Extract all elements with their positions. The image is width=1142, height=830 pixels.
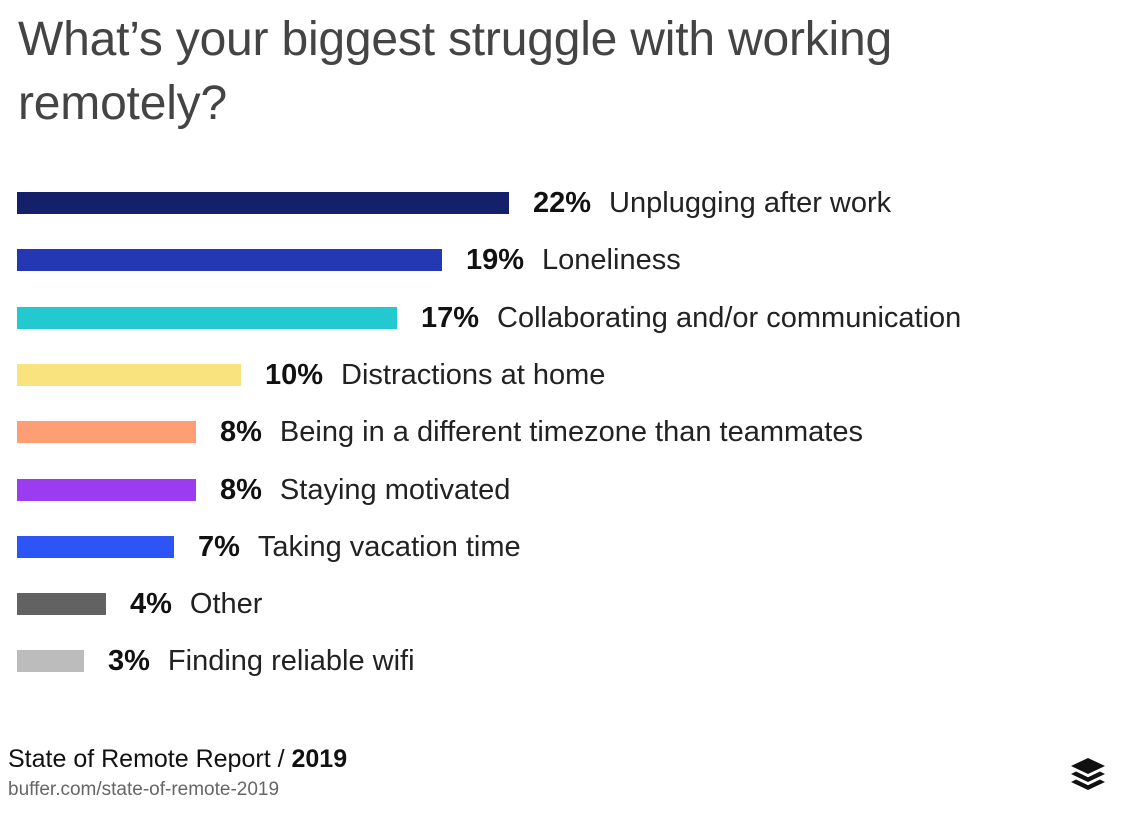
bar-category-label: Taking vacation time [257,531,521,563]
report-source: State of Remote Report / 2019 [8,744,347,774]
bar-4 [17,364,241,386]
report-name: State of Remote Report / [8,745,292,773]
bar-label-5: 8% Being in a different timezone than tea… [220,415,863,449]
bar-category-label: Other [189,588,263,620]
bar-label-6: 8% Staying motivated [220,473,510,507]
bar-2 [17,249,442,271]
bar-value-label: 8% [220,416,262,448]
bar-value-label: 8% [220,474,262,506]
bar-6 [17,479,196,501]
bar-label-4: 10% Distractions at home [265,358,605,392]
bar-label-1: 22% Unplugging after work [533,186,891,220]
bar-value-label: 10% [265,359,324,391]
bar-category-label: Distractions at home [341,359,606,391]
report-year: 2019 [291,745,348,773]
bar-category-label: Unplugging after work [609,187,892,219]
bar-value-label: 3% [108,645,150,677]
chart-title: What’s your biggest struggle with workin… [18,13,892,130]
bar-9 [17,650,84,672]
bar-category-label: Loneliness [542,244,681,276]
bar-label-8: 4% Other [130,587,262,621]
bar-1 [17,192,509,214]
bar-5 [17,421,196,443]
buffer-stack-logo-icon [1071,758,1105,790]
bar-label-7: 7% Taking vacation time [198,530,521,564]
source-url: buffer.com/state-of-remote-2019 [8,779,280,800]
bar-category-label: Collaborating and/or communication [497,302,962,334]
bar-value-label: 17% [421,302,480,334]
bar-value-label: 4% [130,588,172,620]
bar-category-label: Being in a different timezone than teamm… [279,416,863,448]
bar-value-label: 7% [198,531,240,563]
bar-label-2: 19% Loneliness [466,243,681,277]
bar-7 [17,536,174,558]
bar-3 [17,307,397,329]
bar-label-9: 3% Finding reliable wifi [108,644,415,678]
bar-8 [17,593,106,615]
bar-category-label: Staying motivated [279,474,511,506]
bar-category-label: Finding reliable wifi [167,645,415,677]
bar-label-3: 17% Collaborating and/or communication [421,301,961,335]
bar-value-label: 22% [533,187,592,219]
bar-value-label: 19% [466,244,525,276]
